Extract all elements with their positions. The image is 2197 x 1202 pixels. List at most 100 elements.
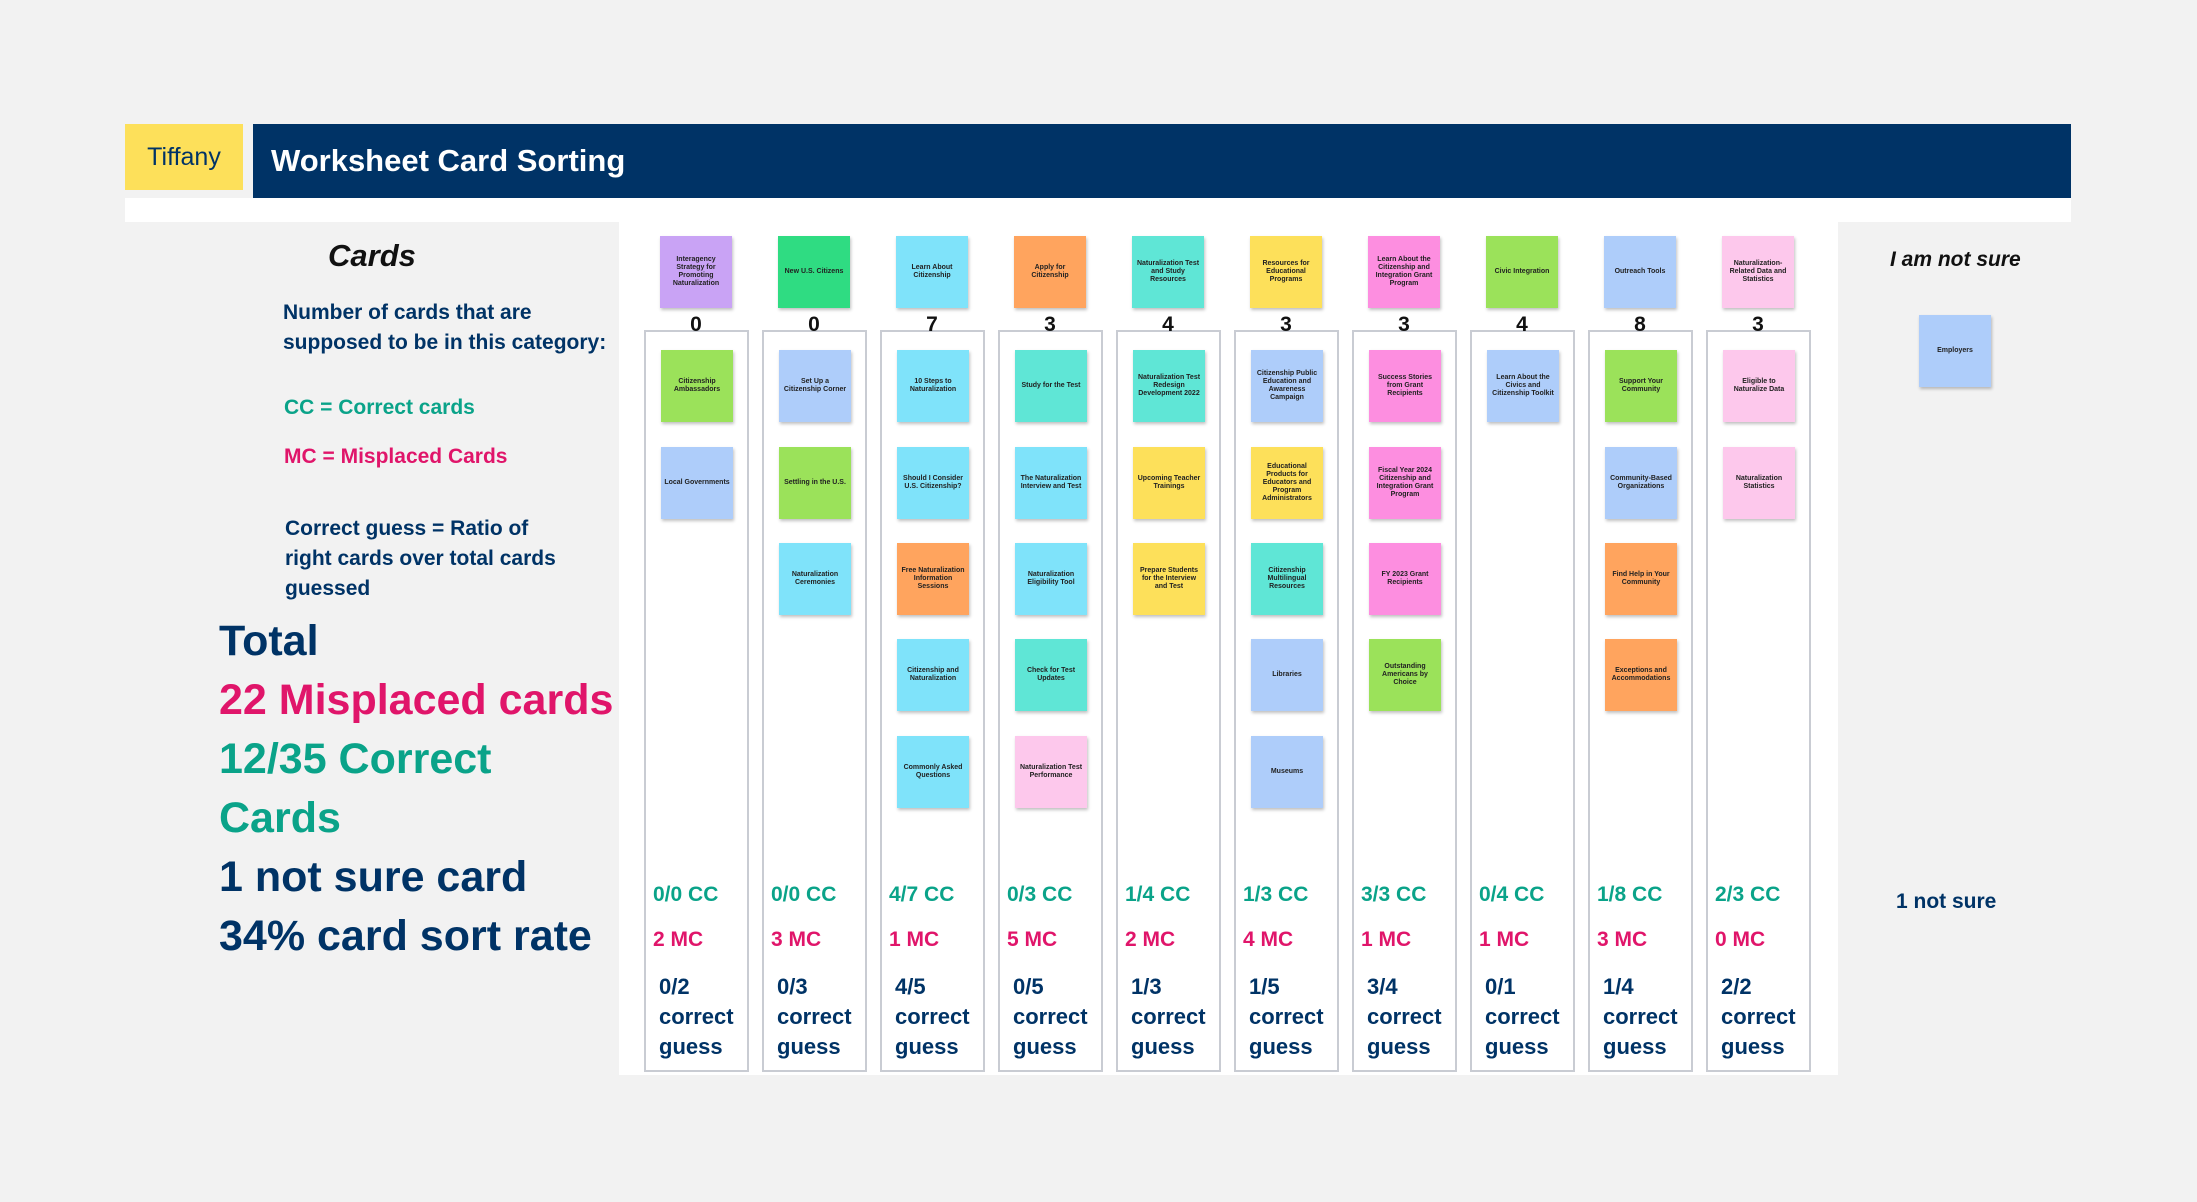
misplaced-cards-stat: 2 MC [653,928,704,951]
category-header-card[interactable]: New U.S. Citizens [778,236,850,308]
cards-heading: Cards [328,238,416,273]
correct-cards-stat: 0/3 CC [1007,883,1073,906]
sticky-card[interactable]: Eligible to Naturalize Data [1723,350,1795,422]
correct-guess-line: guess [1603,1034,1667,1059]
category-column [1470,330,1575,1072]
correct-guess-line: guess [1013,1034,1077,1059]
category-count: 3 [1398,313,1410,336]
correct-guess-line: 1/3 [1131,974,1162,999]
misplaced-cards-stat: 2 MC [1125,928,1176,951]
category-count: 3 [1044,313,1056,336]
category-header-card[interactable]: Civic Integration [1486,236,1558,308]
category-count: 7 [926,313,938,336]
correct-guess-line: 0/1 [1485,974,1516,999]
sticky-card[interactable]: Citizenship Ambassadors [661,350,733,422]
correct-guess-stat: 1/3 correct guess [1131,972,1206,1062]
correct-guess-line: guess [1131,1034,1195,1059]
correct-guess-line: guess [1249,1034,1313,1059]
correct-cards-stat: 2/3 CC [1715,883,1781,906]
correct-cards-stat: 1/3 CC [1243,883,1309,906]
category-column [762,330,867,1072]
totals-misplaced: 22 Misplaced cards [219,676,614,724]
sticky-card[interactable]: Free Naturalization Information Sessions [897,543,969,615]
sticky-card[interactable]: Naturalization Eligibility Tool [1015,543,1087,615]
sticky-card[interactable]: The Naturalization Interview and Test [1015,447,1087,519]
correct-guess-line: 0/3 [777,974,808,999]
correct-cards-stat: 1/8 CC [1597,883,1663,906]
sticky-card[interactable]: Upcoming Teacher Trainings [1133,447,1205,519]
sticky-card[interactable]: 10 Steps to Naturalization [897,350,969,422]
participant-tag: Tiffany [125,124,243,190]
category-header-card[interactable]: Apply for Citizenship [1014,236,1086,308]
sticky-card[interactable]: Outstanding Americans by Choice [1369,639,1441,711]
sticky-card[interactable]: Naturalization Test Performance [1015,736,1087,808]
sticky-card[interactable]: Citizenship and Naturalization [897,639,969,711]
category-column [1706,330,1811,1072]
sticky-card[interactable]: Naturalization Ceremonies [779,543,851,615]
correct-cards-stat: 0/0 CC [653,883,719,906]
sticky-card[interactable]: Citizenship Multilingual Resources [1251,543,1323,615]
sticky-card[interactable]: Study for the Test [1015,350,1087,422]
category-header-card[interactable]: Resources for Educational Programs [1250,236,1322,308]
sticky-card[interactable]: Settling in the U.S. [779,447,851,519]
sticky-card[interactable]: Should I Consider U.S. Citizenship? [897,447,969,519]
misplaced-cards-stat: 1 MC [889,928,940,951]
correct-guess-line: 1/5 [1249,974,1280,999]
correct-guess-stat: 1/5 correct guess [1249,972,1324,1062]
correct-guess-line: 0/2 [659,974,690,999]
sticky-card[interactable]: Support Your Community [1605,350,1677,422]
correct-guess-line: correct [1013,1004,1088,1029]
sticky-card[interactable]: Naturalization Test Redesign Development… [1133,350,1205,422]
not-sure-stat: 1 not sure [1896,890,1997,913]
sticky-card[interactable]: Success Stories from Grant Recipients [1369,350,1441,422]
sticky-card[interactable]: Prepare Students for the Interview and T… [1133,543,1205,615]
correct-guess-line: correct [659,1004,734,1029]
sticky-card[interactable]: Learn About the Civics and Citizenship T… [1487,350,1559,422]
correct-guess-line: correct [1603,1004,1678,1029]
correct-guess-line: correct [1367,1004,1442,1029]
category-column [644,330,749,1072]
sticky-card[interactable]: Educational Products for Educators and P… [1251,447,1323,519]
sticky-card[interactable]: Employers [1919,315,1991,387]
sticky-card[interactable]: Community-Based Organizations [1605,447,1677,519]
category-header-card[interactable]: Interagency Strategy for Promoting Natur… [660,236,732,308]
category-count: 4 [1516,313,1528,336]
sticky-card[interactable]: Local Governments [661,447,733,519]
category-header-card[interactable]: Outreach Tools [1604,236,1676,308]
sticky-card[interactable]: Find Help in Your Community [1605,543,1677,615]
sticky-card[interactable]: Libraries [1251,639,1323,711]
totals-summary: Total 22 Misplaced cards 12/35 Correct C… [219,612,639,966]
sticky-card[interactable]: Naturalization Statistics [1723,447,1795,519]
correct-cards-stat: 1/4 CC [1125,883,1191,906]
correct-guess-line: guess [1367,1034,1431,1059]
sticky-card[interactable]: Commonly Asked Questions [897,736,969,808]
legend-panel [125,222,619,1075]
correct-guess-line: 0/5 [1013,974,1044,999]
category-header-card[interactable]: Naturalization-Related Data and Statisti… [1722,236,1794,308]
sticky-card[interactable]: FY 2023 Grant Recipients [1369,543,1441,615]
totals-correct: 12/35 Correct [219,735,492,783]
correct-guess-stat: 3/4 correct guess [1367,972,1442,1062]
category-header-card[interactable]: Learn About the Citizenship and Integrat… [1368,236,1440,308]
totals-heading: Total [219,617,319,665]
misplaced-cards-stat: 0 MC [1715,928,1766,951]
correct-guess-line: correct [895,1004,970,1029]
sticky-card[interactable]: Check for Test Updates [1015,639,1087,711]
sticky-card[interactable]: Set Up a Citizenship Corner [779,350,851,422]
category-count: 0 [808,313,820,336]
sticky-card[interactable]: Exceptions and Accommodations [1605,639,1677,711]
sticky-card[interactable]: Citizenship Public Education and Awarene… [1251,350,1323,422]
totals-not-sure: 1 not sure card [219,853,528,901]
category-header-card[interactable]: Learn About Citizenship [896,236,968,308]
correct-guess-line: guess [895,1034,959,1059]
sticky-card[interactable]: Fiscal Year 2024 Citizenship and Integra… [1369,447,1441,519]
guess-legend: Correct guess = Ratio of right cards ove… [285,517,556,600]
sticky-card[interactable]: Museums [1251,736,1323,808]
correct-guess-line: 1/4 [1603,974,1634,999]
correct-guess-line: correct [1485,1004,1560,1029]
category-header-card[interactable]: Naturalization Test and Study Resources [1132,236,1204,308]
category-count: 8 [1634,313,1646,336]
cc-legend: CC = Correct cards [284,396,475,419]
category-count: 4 [1162,313,1174,336]
correct-guess-line: correct [777,1004,852,1029]
